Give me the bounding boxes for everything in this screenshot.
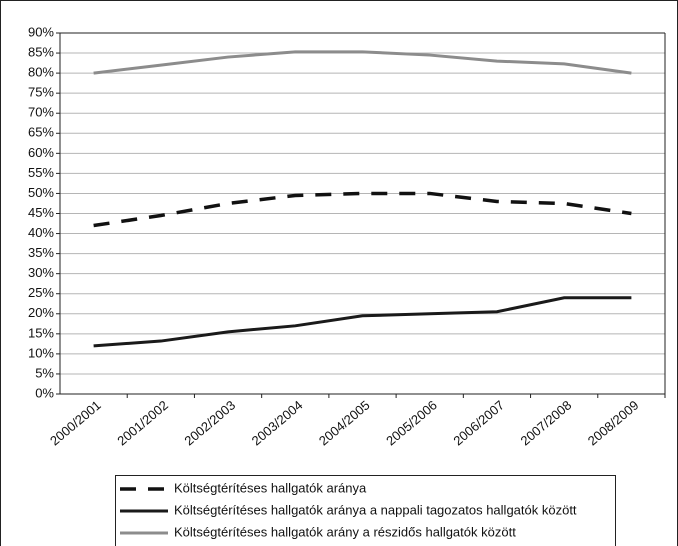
y-tick-label: 70% — [28, 105, 54, 120]
y-tick-label: 20% — [28, 305, 54, 320]
legend-label: Költségtérítéses hallgatók arány a részi… — [174, 524, 516, 539]
y-tick-label: 80% — [28, 65, 54, 80]
legend-label: Költségtérítéses hallgatók aránya — [174, 480, 367, 495]
legend-box — [115, 475, 616, 546]
y-tick-label: 85% — [28, 44, 54, 59]
y-tick-label: 30% — [28, 265, 54, 280]
series-line — [93, 191, 632, 228]
y-tick-label: 90% — [28, 24, 54, 39]
y-tick-label: 40% — [28, 225, 54, 240]
y-tick-label: 10% — [28, 345, 54, 360]
y-tick-label: 50% — [28, 185, 54, 200]
y-tick-label: 15% — [28, 325, 54, 340]
y-tick-label: 25% — [28, 285, 54, 300]
series-line — [93, 296, 632, 348]
y-tick-label: 0% — [35, 385, 54, 400]
legend-label: Költségtérítéses hallgatók aránya a napp… — [174, 502, 577, 517]
y-tick-label: 55% — [28, 165, 54, 180]
y-tick-label: 45% — [28, 205, 54, 220]
y-tick-label: 60% — [28, 145, 54, 160]
y-tick-label: 35% — [28, 245, 54, 260]
y-tick-label: 65% — [28, 125, 54, 140]
y-tick-label: 5% — [35, 365, 54, 380]
y-tick-label: 75% — [28, 85, 54, 100]
series-line — [93, 50, 632, 75]
